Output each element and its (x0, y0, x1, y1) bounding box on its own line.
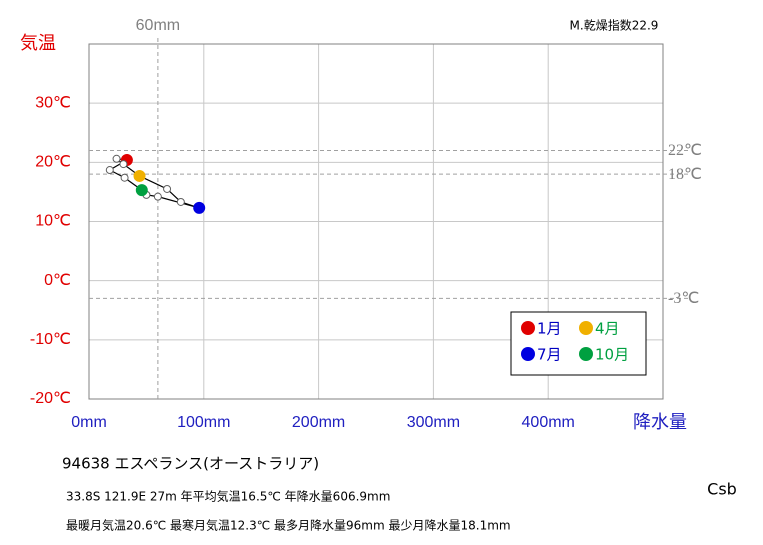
month-point (176, 197, 185, 206)
month-point (153, 192, 162, 201)
month-point (119, 160, 128, 169)
reference-label: 22℃ (668, 142, 702, 159)
month-point (193, 201, 206, 214)
legend-marker (579, 321, 593, 335)
plot-frame (88, 43, 664, 400)
legend-label: 1月 (537, 320, 562, 338)
y-axis-label: 気温 (20, 33, 56, 53)
y-tick-label: -20℃ (30, 390, 71, 407)
x-tick-label: 0mm (71, 414, 107, 431)
reference-label: -3℃ (668, 290, 699, 307)
info-line: 最暖月気温20.6℃ 最寒月気温12.3℃ 最多月降水量96mm 最少月降水量1… (66, 518, 511, 533)
x-axis-label: 降水量 (633, 412, 687, 432)
month-point (133, 169, 146, 182)
legend-label: 10月 (595, 346, 629, 364)
dryness-index: M.乾燥指数22.9 (570, 18, 659, 33)
legend-marker (521, 321, 535, 335)
x-tick-label: 200mm (292, 414, 345, 431)
x-tick-label: 100mm (177, 414, 230, 431)
month-point (120, 173, 129, 182)
y-tick-label: 30℃ (35, 94, 71, 111)
climate-class: Csb (707, 480, 737, 499)
legend-label: 4月 (595, 320, 620, 338)
x-tick-label: 300mm (407, 414, 460, 431)
reference-label: 60mm (136, 17, 180, 34)
month-point (135, 184, 148, 197)
legend-label: 7月 (537, 346, 562, 364)
legend-box (510, 311, 647, 376)
month-point (112, 154, 121, 163)
legend-marker (521, 347, 535, 361)
legend-marker (579, 347, 593, 361)
y-tick-label: 10℃ (35, 213, 71, 230)
month-point (105, 166, 114, 175)
station-name: 94638 エスペランス(オーストラリア) (62, 455, 319, 473)
y-tick-label: -10℃ (30, 331, 71, 348)
month-point (163, 184, 172, 193)
y-tick-label: 20℃ (35, 154, 71, 171)
info-line: 33.8S 121.9E 27m 年平均気温16.5℃ 年降水量606.9mm (66, 489, 390, 504)
reference-label: 18℃ (668, 166, 702, 183)
x-tick-label: 400mm (522, 414, 575, 431)
y-tick-label: 0℃ (44, 272, 71, 289)
